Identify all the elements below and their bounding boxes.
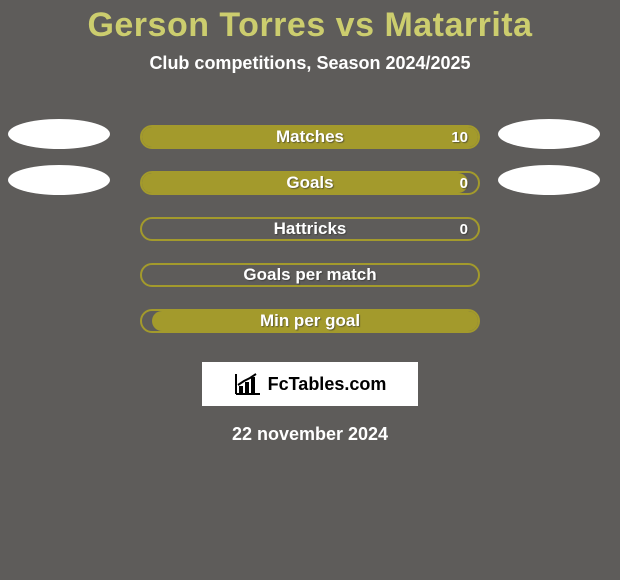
- stat-bar: Goals0: [140, 171, 480, 195]
- stat-row: Goals per match: [0, 252, 620, 298]
- player-right-oval: [498, 165, 600, 195]
- stat-label: Hattricks: [142, 219, 478, 239]
- page-subtitle: Club competitions, Season 2024/2025: [0, 53, 620, 74]
- stat-label: Matches: [142, 127, 478, 147]
- stat-value: 0: [460, 173, 468, 193]
- stat-value: 0: [460, 219, 468, 239]
- bar-chart-icon: [234, 372, 262, 396]
- stat-bar: Hattricks0: [140, 217, 480, 241]
- brand-box: FcTables.com: [202, 362, 418, 406]
- stat-row: Min per goal: [0, 298, 620, 344]
- stat-label: Goals: [142, 173, 478, 193]
- stat-rows: Matches10Goals0Hattricks0Goals per match…: [0, 114, 620, 344]
- stat-bar: Goals per match: [140, 263, 480, 287]
- stat-label: Min per goal: [142, 311, 478, 331]
- brand-text: FcTables.com: [268, 374, 387, 395]
- comparison-canvas: Gerson Torres vs Matarrita Club competit…: [0, 0, 620, 580]
- page-title: Gerson Torres vs Matarrita: [0, 0, 620, 45]
- player-left-oval: [8, 165, 110, 195]
- stat-value: 10: [451, 127, 468, 147]
- stat-row: Goals0: [0, 160, 620, 206]
- player-right-oval: [498, 119, 600, 149]
- stat-row: Hattricks0: [0, 206, 620, 252]
- stat-bar: Matches10: [140, 125, 480, 149]
- stat-label: Goals per match: [142, 265, 478, 285]
- stat-row: Matches10: [0, 114, 620, 160]
- player-left-oval: [8, 119, 110, 149]
- date-label: 22 november 2024: [0, 424, 620, 445]
- stat-bar: Min per goal: [140, 309, 480, 333]
